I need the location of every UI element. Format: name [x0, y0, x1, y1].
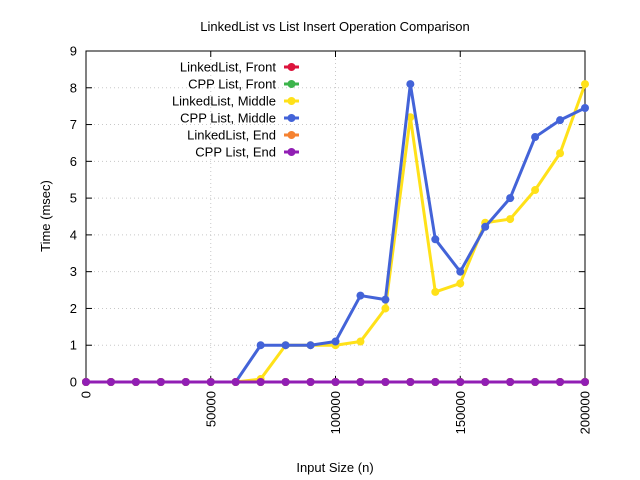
- data-point: [431, 287, 440, 296]
- y-tick-label: 9: [70, 44, 77, 59]
- y-tick-label: 1: [70, 338, 77, 353]
- data-point: [206, 378, 215, 386]
- legend-marker: [287, 114, 296, 122]
- series-5: [82, 378, 589, 386]
- y-tick-label: 6: [70, 154, 77, 169]
- series-line: [86, 82, 586, 384]
- legend-marker: [287, 97, 296, 105]
- data-point: [381, 295, 390, 304]
- data-point: [431, 378, 440, 386]
- data-point: [356, 337, 365, 346]
- data-point: [506, 194, 515, 203]
- data-point: [306, 341, 315, 350]
- y-tick-label: 0: [70, 375, 77, 390]
- data-point: [406, 80, 415, 89]
- legend-marker: [287, 131, 296, 139]
- legend-marker: [287, 80, 296, 88]
- y-tick-label: 4: [70, 227, 77, 242]
- legend-label: CPP List, Middle: [180, 111, 276, 126]
- data-point: [156, 378, 165, 386]
- axis-ticks: 0 1 2 3 4 5 6 7 8 9 0 50000 100000 150000 200000: [70, 44, 593, 435]
- legend-label: LinkedList, End: [187, 128, 276, 143]
- data-point: [556, 378, 565, 386]
- y-tick-label: 3: [70, 264, 77, 279]
- data-point: [356, 378, 365, 386]
- data-point: [281, 341, 290, 350]
- x-tick-label: 200000: [578, 391, 593, 434]
- data-point: [331, 378, 340, 386]
- legend-marker: [287, 148, 296, 156]
- data-point: [256, 341, 265, 350]
- data-point: [331, 337, 340, 346]
- data-point: [456, 267, 465, 276]
- series-layer: [82, 80, 589, 386]
- data-point: [581, 378, 589, 386]
- y-tick-label: 5: [70, 191, 77, 206]
- data-point: [581, 104, 589, 113]
- data-point: [481, 222, 490, 231]
- series-line: [86, 83, 587, 384]
- data-point: [531, 133, 540, 142]
- series-3: [82, 80, 589, 386]
- data-point: [456, 378, 465, 386]
- data-point: [581, 80, 589, 89]
- y-axis-label: Time (msec): [38, 180, 53, 252]
- data-point: [556, 149, 565, 158]
- legend-label: CPP List, Front: [188, 77, 276, 92]
- data-point: [531, 186, 540, 195]
- x-axis-label: Input Size (n): [296, 460, 373, 475]
- data-point: [406, 378, 415, 386]
- y-tick-label: 2: [70, 301, 77, 316]
- y-tick-label: 7: [70, 117, 77, 132]
- data-point: [231, 378, 240, 386]
- data-point: [506, 215, 515, 224]
- data-point: [556, 116, 565, 125]
- legend-label: LinkedList, Middle: [172, 94, 276, 109]
- data-point: [431, 235, 440, 244]
- y-tick-label: 8: [70, 80, 77, 95]
- data-point: [406, 113, 415, 122]
- data-point: [131, 378, 140, 386]
- data-point: [531, 378, 540, 386]
- legend-marker: [287, 63, 296, 71]
- data-point: [181, 378, 190, 386]
- legend-label: LinkedList, Front: [180, 60, 276, 75]
- data-point: [456, 279, 465, 288]
- data-point: [306, 378, 315, 386]
- x-tick-label: 150000: [453, 391, 468, 434]
- data-point: [506, 378, 515, 386]
- data-point: [281, 378, 290, 386]
- data-point: [82, 378, 90, 386]
- legend-label: CPP List, End: [195, 145, 276, 160]
- data-point: [381, 304, 390, 313]
- data-point: [481, 378, 490, 386]
- data-point: [381, 378, 390, 386]
- data-point: [256, 378, 265, 386]
- x-tick-label: 50000: [203, 391, 218, 427]
- x-tick-label: 100000: [328, 391, 343, 434]
- data-point: [356, 291, 365, 300]
- chart-title: LinkedList vs List Insert Operation Comp…: [200, 19, 470, 34]
- legend: LinkedList, Front CPP List, Front LinkedLi…: [172, 60, 299, 160]
- x-tick-label: 0: [79, 391, 94, 398]
- data-point: [106, 378, 115, 386]
